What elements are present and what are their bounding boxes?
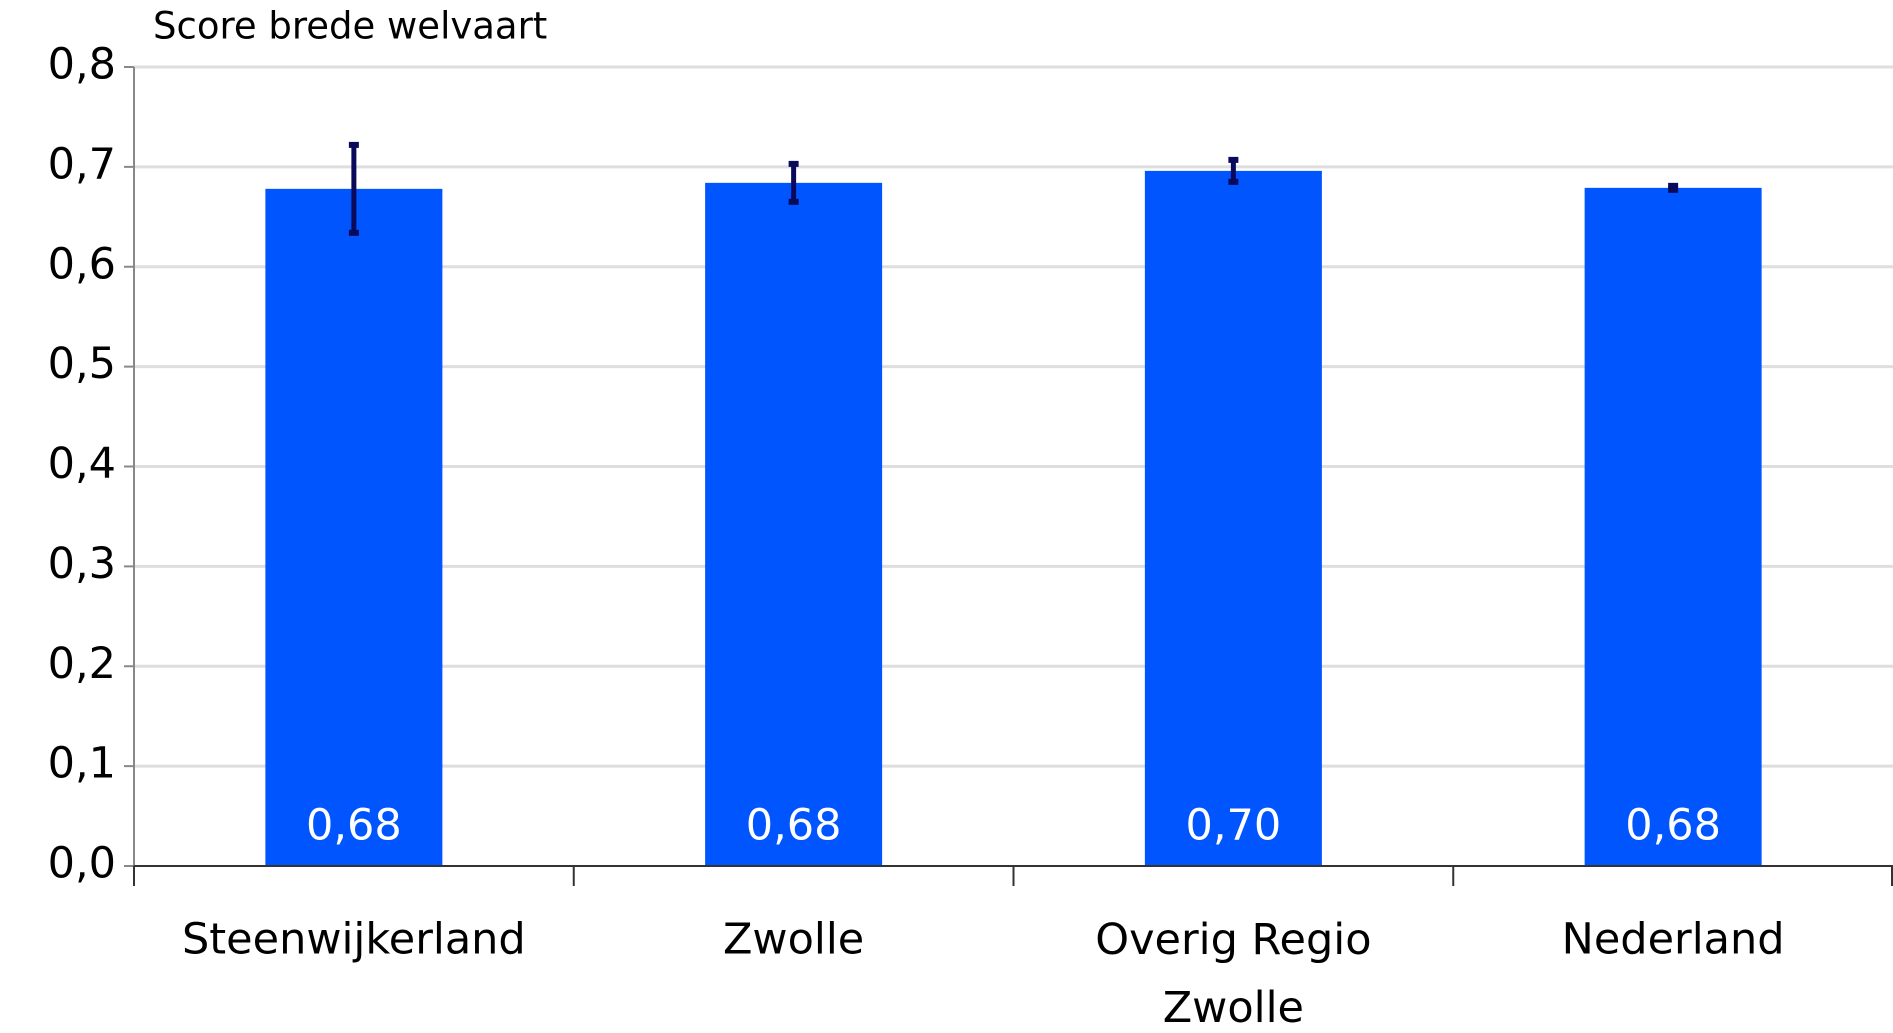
y-tick-label: 0,6 bbox=[48, 239, 116, 289]
x-tick-label-line: Zwolle bbox=[1163, 983, 1304, 1033]
value-label: 0,68 bbox=[1625, 801, 1721, 851]
y-tick-label: 0,2 bbox=[48, 639, 116, 689]
error-bar bbox=[348, 141, 359, 236]
x-tick-label: Overig Regio Zwolle bbox=[1095, 915, 1371, 1033]
y-axis-label: Score brede welvaart bbox=[153, 5, 547, 48]
bar bbox=[705, 182, 883, 867]
y-tick-label: 0,1 bbox=[48, 739, 116, 789]
value-label: 0,68 bbox=[306, 801, 402, 851]
y-tick-label: 0,0 bbox=[48, 839, 116, 889]
y-tick-label: 0,4 bbox=[48, 439, 116, 489]
value-label: 0,70 bbox=[1186, 801, 1282, 851]
error-bar bbox=[1668, 182, 1679, 193]
x-tick-label: Steenwijkerland bbox=[182, 915, 526, 965]
y-tick-label: 0,7 bbox=[48, 139, 116, 189]
bar bbox=[1584, 187, 1762, 866]
y-tick-label: 0,8 bbox=[48, 40, 116, 90]
error-bar bbox=[1228, 156, 1239, 185]
bar bbox=[265, 188, 443, 866]
y-tick-label: 0,3 bbox=[48, 539, 116, 589]
x-tick-label: Zwolle bbox=[723, 915, 864, 965]
value-label: 0,68 bbox=[746, 801, 842, 851]
x-tick-label-line: Overig Regio bbox=[1095, 915, 1371, 965]
x-tick-label: Nederland bbox=[1562, 915, 1785, 965]
error-bar bbox=[788, 160, 799, 205]
y-tick-label: 0,5 bbox=[48, 339, 116, 389]
bar bbox=[1144, 170, 1322, 866]
